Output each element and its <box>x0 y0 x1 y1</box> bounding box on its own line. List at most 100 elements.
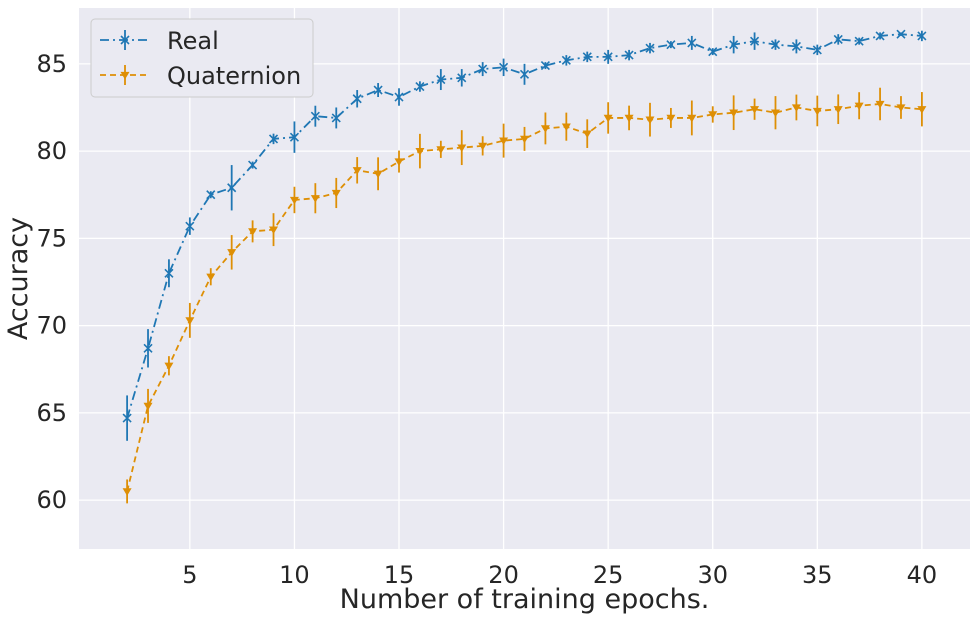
data-point <box>666 114 676 123</box>
x-tick-label: 30 <box>697 561 728 589</box>
marker-stroke <box>540 61 550 71</box>
data-point <box>708 47 718 57</box>
marker-stroke <box>770 40 781 50</box>
marker-stroke <box>478 64 488 74</box>
data-point <box>499 137 509 146</box>
data-point <box>436 146 446 154</box>
marker-stroke <box>227 183 237 193</box>
legend-entry-real: Real <box>100 27 219 55</box>
data-point <box>394 158 404 167</box>
marker-stroke <box>729 40 739 50</box>
plot-background <box>79 8 970 549</box>
data-point <box>854 36 864 46</box>
legend-label-real: Real <box>167 27 219 55</box>
legend-label-quaternion: Quaternion <box>167 62 301 90</box>
data-point <box>310 111 320 121</box>
x-tick-label: 40 <box>907 561 938 589</box>
marker-stroke <box>833 34 843 44</box>
data-point <box>415 81 425 92</box>
data-point <box>206 190 216 200</box>
marker-stroke <box>750 36 760 46</box>
data-point <box>227 183 237 193</box>
data-point <box>833 34 843 44</box>
y-tick-label: 70 <box>36 312 67 340</box>
marker-stroke <box>122 413 132 423</box>
data-point <box>499 62 509 72</box>
legend-marker <box>120 71 130 80</box>
data-point <box>645 116 655 125</box>
data-point <box>917 106 927 114</box>
x-tick-label: 35 <box>802 561 833 589</box>
data-point <box>478 64 488 74</box>
data-point <box>896 104 906 112</box>
data-point <box>248 228 258 236</box>
data-point <box>750 106 760 114</box>
data-point <box>687 114 697 123</box>
series-real <box>122 29 927 441</box>
data-point <box>352 94 362 104</box>
x-tick-label: 15 <box>384 561 415 589</box>
series-quaternion <box>122 87 927 504</box>
data-point <box>791 104 801 112</box>
x-tick-label: 20 <box>488 561 519 589</box>
data-point <box>520 135 529 144</box>
data-point <box>457 73 467 83</box>
series-line <box>126 103 922 492</box>
marker-stroke <box>812 45 822 55</box>
data-point <box>603 52 613 62</box>
marker-stroke <box>352 94 362 104</box>
x-tick-label: 25 <box>593 561 624 589</box>
data-point <box>582 52 592 62</box>
data-point <box>875 31 885 41</box>
x-axis-label: Number of training epochs. <box>340 584 710 615</box>
data-point <box>624 50 634 60</box>
data-point <box>561 123 571 132</box>
data-point <box>708 111 718 119</box>
data-point <box>603 114 613 123</box>
data-point <box>854 102 864 111</box>
data-point <box>436 74 446 85</box>
data-point <box>185 317 195 325</box>
data-point <box>206 273 216 282</box>
data-point <box>143 402 153 411</box>
marker-stroke <box>268 134 279 144</box>
marker-stroke <box>603 52 613 62</box>
marker-stroke <box>582 52 592 62</box>
data-point <box>310 195 320 203</box>
marker-stroke <box>645 43 655 53</box>
data-point <box>687 38 697 48</box>
data-point <box>248 160 258 170</box>
data-point <box>164 268 174 278</box>
data-point <box>770 40 781 50</box>
data-point <box>185 221 195 231</box>
marker-stroke <box>708 47 718 57</box>
marker-stroke <box>854 36 864 46</box>
data-point <box>143 343 153 353</box>
data-point <box>373 85 383 95</box>
data-point <box>729 40 739 50</box>
data-point <box>561 55 571 65</box>
data-point <box>729 109 739 118</box>
data-point <box>770 109 780 118</box>
marker-stroke <box>519 69 530 79</box>
marker-stroke <box>917 31 927 41</box>
y-tick-label: 75 <box>36 224 67 252</box>
data-point <box>582 130 592 139</box>
legend-marker <box>120 35 130 45</box>
marker-stroke <box>120 35 130 45</box>
marker-stroke <box>206 190 216 200</box>
data-point <box>519 69 530 79</box>
marker-stroke <box>164 268 174 278</box>
marker-stroke <box>143 343 153 353</box>
data-point <box>812 45 822 55</box>
marker-stroke <box>185 221 195 231</box>
data-point <box>164 362 174 371</box>
data-point <box>791 41 801 51</box>
marker-stroke <box>875 31 885 41</box>
data-point <box>122 413 132 423</box>
marker-stroke <box>415 81 425 92</box>
marker-stroke <box>457 73 467 83</box>
data-point <box>373 170 383 179</box>
marker-stroke <box>624 50 634 60</box>
